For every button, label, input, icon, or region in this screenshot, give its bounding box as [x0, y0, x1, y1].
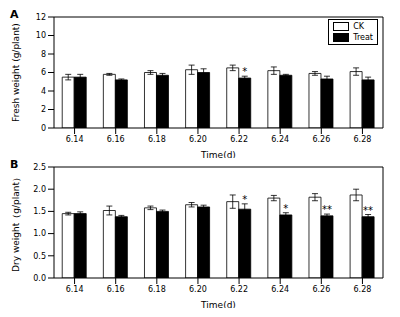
svg-text:Fresh weight (g/plant): Fresh weight (g/plant) — [11, 23, 21, 122]
svg-text:10: 10 — [36, 31, 46, 40]
svg-text:6: 6 — [41, 68, 46, 77]
svg-text:1.5: 1.5 — [33, 207, 46, 216]
svg-text:2: 2 — [41, 105, 46, 114]
svg-text:6.24: 6.24 — [271, 285, 289, 294]
svg-text:1.0: 1.0 — [33, 229, 46, 238]
svg-text:0: 0 — [41, 124, 46, 133]
svg-text:6.22: 6.22 — [230, 135, 248, 144]
svg-text:**: ** — [322, 204, 332, 215]
svg-text:2.5: 2.5 — [33, 163, 46, 172]
svg-text:Time(d): Time(d) — [200, 150, 236, 158]
svg-text:2.0: 2.0 — [33, 185, 46, 194]
svg-text:Time(d): Time(d) — [200, 300, 236, 308]
svg-text:6.26: 6.26 — [312, 135, 330, 144]
svg-text:6.20: 6.20 — [189, 285, 207, 294]
svg-text:6.16: 6.16 — [107, 285, 125, 294]
svg-text:6.14: 6.14 — [66, 135, 84, 144]
svg-text:6.16: 6.16 — [107, 135, 125, 144]
svg-text:6.28: 6.28 — [354, 135, 372, 144]
svg-text:6.22: 6.22 — [230, 285, 248, 294]
svg-text:*: * — [242, 66, 247, 77]
svg-text:6.28: 6.28 — [354, 285, 372, 294]
svg-text:*: * — [283, 203, 288, 214]
svg-text:6.26: 6.26 — [312, 285, 330, 294]
svg-text:0.5: 0.5 — [33, 252, 46, 261]
svg-text:6.14: 6.14 — [66, 285, 84, 294]
html-text:CK: CK — [353, 22, 364, 31]
svg-text:6.24: 6.24 — [271, 135, 289, 144]
html-text:A: A — [10, 8, 19, 21]
svg-text:6.18: 6.18 — [148, 135, 166, 144]
html-text:B: B — [10, 158, 19, 171]
svg-text:**: ** — [363, 205, 373, 216]
svg-text:6.20: 6.20 — [189, 135, 207, 144]
html-text:Treat: Treat — [353, 33, 373, 42]
svg-text:6.18: 6.18 — [148, 285, 166, 294]
svg-text:Dry weight（g/plant）: Dry weight（g/plant） — [11, 173, 21, 272]
svg-text:0.0: 0.0 — [33, 274, 46, 283]
svg-text:4: 4 — [41, 87, 46, 96]
svg-text:*: * — [242, 194, 247, 205]
svg-text:8: 8 — [41, 50, 46, 59]
svg-text:12: 12 — [36, 13, 46, 22]
